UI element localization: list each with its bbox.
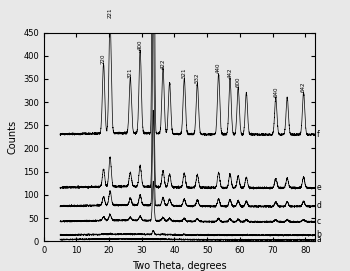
Text: 221: 221 [107, 7, 113, 18]
Text: f: f [317, 130, 320, 138]
Text: 440: 440 [216, 63, 221, 73]
Text: 532: 532 [195, 72, 200, 83]
Text: 422: 422 [161, 58, 166, 69]
X-axis label: Two Theta, degrees: Two Theta, degrees [132, 261, 227, 271]
Text: b: b [317, 230, 322, 239]
Text: 600: 600 [236, 77, 241, 87]
Text: 321: 321 [128, 67, 133, 78]
Text: a: a [317, 235, 321, 244]
Text: 521: 521 [182, 67, 187, 78]
Text: 642: 642 [301, 81, 306, 92]
Y-axis label: Counts: Counts [7, 120, 18, 154]
Text: 400: 400 [138, 40, 143, 50]
Text: 640: 640 [273, 86, 278, 96]
Text: 442: 442 [228, 67, 232, 78]
Text: e: e [317, 183, 321, 192]
Text: d: d [317, 201, 322, 211]
Text: 220: 220 [101, 54, 106, 64]
Text: c: c [317, 217, 321, 226]
